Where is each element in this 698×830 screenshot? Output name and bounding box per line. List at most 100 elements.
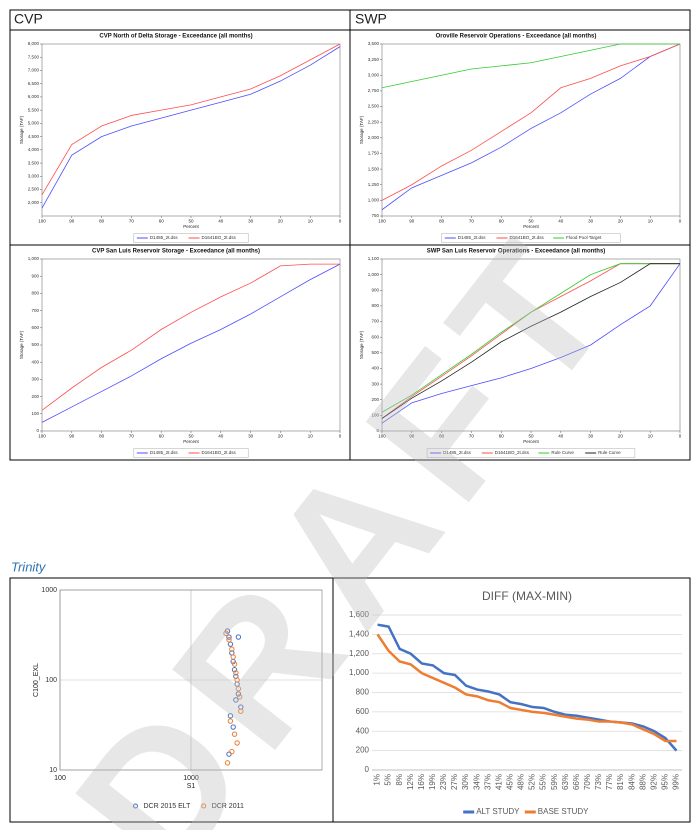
x-tick-label: 45%	[506, 774, 515, 790]
y-tick-label: 3,000	[368, 72, 380, 77]
x-tick-label: 90	[409, 434, 415, 439]
chart-title: CVP San Luis Reservoir Storage - Exceeda…	[92, 249, 260, 255]
x-tick-label: 77%	[605, 774, 614, 790]
chart: 7501,0001,2501,5001,7502,0002,2502,5002,…	[19, 34, 682, 816]
y-tick-label: 1,100	[368, 256, 380, 261]
y-axis-label: Storage (TAF)	[19, 330, 24, 359]
plot-frame	[59, 589, 323, 771]
x-tick-label: 10	[308, 434, 314, 439]
plot-frame	[381, 258, 681, 432]
x-tick-label: 60	[159, 219, 165, 224]
y-tick-label: 5,000	[28, 121, 40, 126]
scatter-point	[229, 748, 235, 755]
x-axis-label: Percent	[523, 439, 539, 444]
legend-label: DCR 2015 ELT	[144, 803, 192, 810]
y-tick-label: 1,000	[368, 272, 380, 277]
scatter-point	[223, 630, 229, 637]
series-line	[381, 263, 680, 419]
scatter-point	[234, 740, 240, 746]
y-tick-label: 300	[371, 381, 379, 386]
scatter-point	[233, 670, 239, 676]
plot-frame	[41, 258, 341, 432]
scatter-point	[231, 731, 238, 737]
y-tick-label: 5,500	[28, 107, 40, 112]
series-line	[381, 43, 680, 89]
x-tick-label: 30	[248, 219, 254, 224]
chart: 2,000 2,500 3,000 3,500 4,000 4,500 5,000 5,500…	[19, 34, 682, 816]
bottom-table	[9, 577, 691, 823]
y-tick-label: 400	[356, 726, 370, 735]
x-tick-label: 100	[378, 219, 386, 224]
y-tick-label: 800	[356, 688, 370, 697]
y-axis-label: Storage (TAF)	[359, 330, 364, 359]
legend-box	[133, 448, 249, 458]
y-tick-label: 600	[371, 334, 379, 339]
x-tick-label: 40	[218, 219, 224, 224]
y-tick-label: 0	[365, 765, 370, 774]
x-tick-label: 0	[339, 434, 342, 439]
x-tick-label: 30%	[461, 774, 470, 790]
y-tick-label: 2,000	[28, 200, 40, 205]
y-tick-label: 700	[371, 319, 379, 324]
y-tick-label: 800	[371, 303, 379, 308]
legend-label: Flood Pool Target	[566, 235, 602, 240]
x-axis-label: Percent	[183, 439, 199, 444]
x-tick-label: 92%	[649, 774, 658, 790]
x-tick-label: 10	[648, 219, 654, 224]
y-tick-label: 6,500	[28, 81, 40, 86]
x-tick-label: 100	[378, 434, 386, 439]
y-tick-label: 300	[31, 377, 39, 382]
x-tick-label: 63%	[561, 774, 570, 790]
x-tick-label: 0	[679, 434, 682, 439]
x-tick-label: 8%	[395, 774, 404, 786]
scatter-point	[229, 646, 235, 652]
y-tick-label: 7,500	[28, 54, 40, 59]
x-tick-label: 70%	[583, 774, 592, 790]
legend-label: D1485_2t.dss	[150, 450, 179, 455]
x-tick-label: 50	[188, 434, 194, 439]
x-tick-label: 20	[278, 434, 284, 439]
scatter-point	[226, 637, 232, 643]
scatter-point	[231, 667, 238, 673]
x-tick-label: 80	[99, 434, 105, 439]
x-tick-label: 55%	[539, 774, 548, 790]
x-tick-label: 66%	[572, 774, 581, 790]
x-tick-label: 70	[469, 434, 475, 439]
x-tick-label: 41%	[494, 774, 503, 790]
x-tick-label: 40	[218, 434, 224, 439]
scatter-point	[230, 654, 236, 660]
scatter-point	[226, 634, 232, 640]
x-tick-label: 100	[54, 775, 66, 782]
x-tick-label: 70	[469, 219, 475, 224]
x-tick-label: 10	[648, 434, 654, 439]
y-tick-label: 900	[371, 287, 379, 292]
x-tick-label: 80	[439, 219, 445, 224]
x-tick-label: 73%	[594, 774, 603, 790]
x-tick-label: 88%	[638, 774, 647, 790]
x-tick-label: 30	[588, 219, 594, 224]
legend-label: ALT STUDY	[476, 807, 520, 816]
legend-label: D1485_2t.dss	[443, 450, 472, 455]
y-tick-label: 2,500	[28, 187, 40, 192]
x-tick-label: 1%	[373, 774, 382, 786]
scatter-point	[233, 697, 239, 703]
y-axis-label: C100_EXL	[33, 663, 40, 697]
y-tick-label: 2,250	[368, 119, 380, 124]
x-tick-label: 27%	[450, 774, 459, 790]
series-line	[381, 263, 680, 413]
x-tick-label: 50	[188, 219, 194, 224]
y-tick-label: 0	[36, 428, 39, 433]
x-tick-label: 16%	[417, 774, 426, 790]
x-tick-label: 99%	[672, 774, 681, 790]
x-tick-label: 50	[528, 219, 534, 224]
y-tick-label: 500	[371, 350, 379, 355]
x-tick-label: 5%	[384, 774, 393, 786]
y-tick-label: 2,500	[368, 104, 380, 109]
x-tick-label: 1000	[183, 775, 199, 782]
y-tick-label: 1,500	[368, 166, 380, 171]
x-tick-label: 100	[38, 434, 46, 439]
y-tick-label: 3,500	[368, 41, 380, 46]
y-tick-label: 6,000	[28, 94, 40, 99]
y-axis-label: Storage (TAF)	[359, 115, 364, 144]
